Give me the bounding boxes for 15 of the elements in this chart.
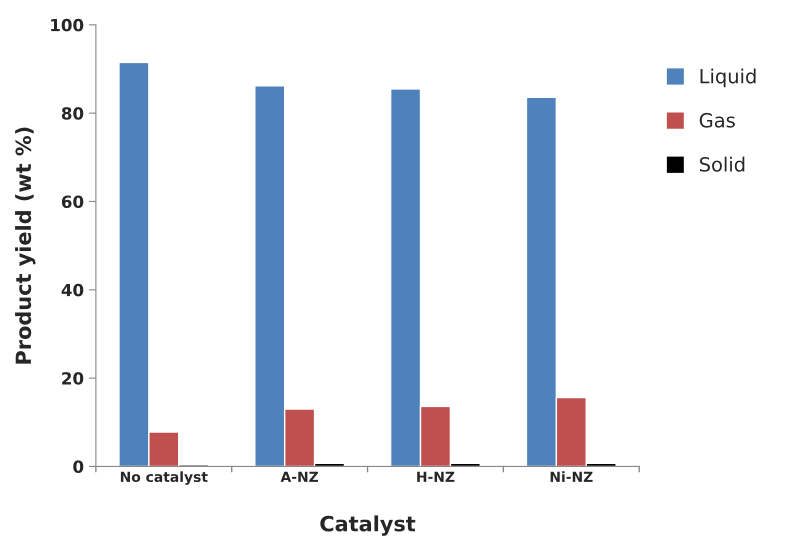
legend-label: Liquid [700,68,756,88]
y-tick-label: 80 [62,107,84,120]
legend-label: Solid [700,156,744,172]
x-tick-label: Ni-NZ [550,471,593,482]
y-axis-title: Product yield (wt %) [15,128,36,364]
y-tick-label: 60 [62,195,84,208]
x-axis-title: Catalyst [320,515,416,536]
x-tick-label: H-NZ [417,472,454,482]
y-tick-label: 20 [62,372,84,385]
y-tick-label: 40 [62,284,84,296]
legend-label: Gas [700,112,735,128]
y-tick-label: 0 [73,460,84,474]
x-tick-label: A-NZ [280,472,318,482]
y-tick-label: 100 [51,18,84,32]
x-tick-label: No catalyst [120,471,208,485]
